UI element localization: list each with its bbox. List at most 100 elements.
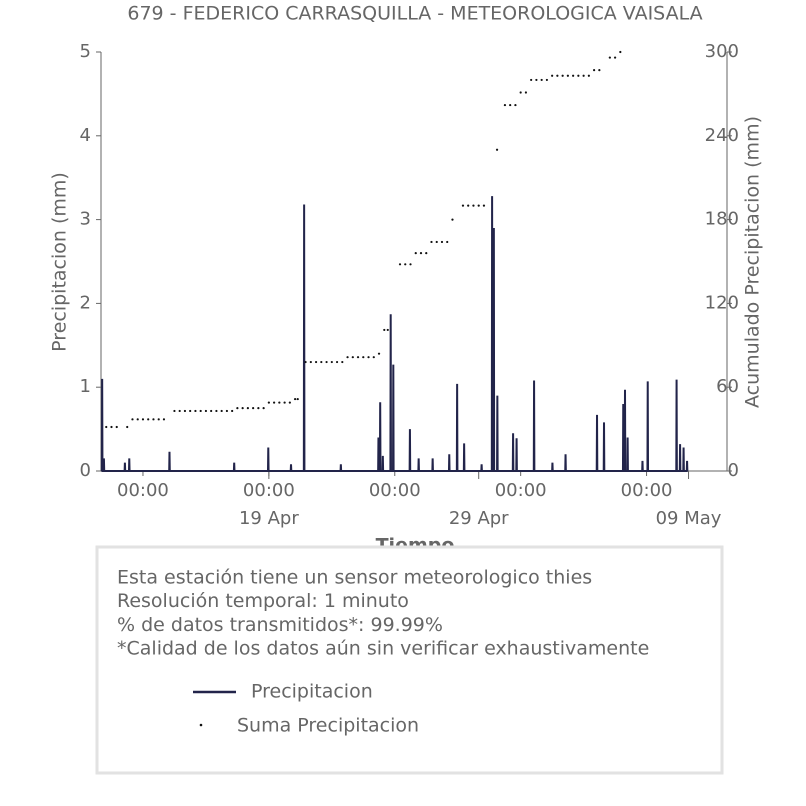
- y2-tick-label: 60: [716, 376, 739, 397]
- x-tick-label: 00:00: [369, 480, 421, 501]
- y2-axis-label: Acumulado Precipitacion (mm): [742, 116, 764, 408]
- cumulative-dot: [503, 103, 507, 107]
- info-box: [95, 545, 724, 775]
- cumulative-dot: [461, 204, 465, 207]
- cumulative-dot: [509, 103, 512, 107]
- cumulative-dot: [320, 360, 323, 364]
- cumulative-dot: [608, 56, 611, 59]
- annotation: Resolución temporal: 1 minuto: [117, 590, 409, 612]
- cumulative-dot: [377, 352, 381, 355]
- cumulative-dot: [335, 360, 339, 364]
- cumulative-dot: [577, 74, 580, 77]
- cumulative-dot: [283, 401, 286, 404]
- chart-title: 679 - FEDERICO CARRASQUILLA - METEOROLOG…: [127, 3, 702, 25]
- cumulative-dot: [440, 240, 444, 244]
- cumulative-dot: [495, 148, 499, 151]
- cumulative-dot: [598, 69, 601, 72]
- cumulative-dot: [231, 409, 234, 413]
- cumulative-dot: [540, 78, 543, 82]
- cumulative-dot: [535, 78, 538, 82]
- x-date-label: 09 May: [656, 508, 722, 529]
- legend-label: Suma Precipitacion: [237, 715, 419, 737]
- y-tick-label: 0: [80, 460, 91, 481]
- cumulative-dot: [246, 407, 249, 410]
- y-axis-label: Precipitacion (mm): [49, 172, 71, 352]
- cumulative-dot: [425, 252, 428, 255]
- cumulative-dot: [519, 91, 522, 94]
- cumulative-dot: [199, 409, 202, 413]
- cumulative-dot: [482, 204, 486, 207]
- cumulative-dot: [173, 409, 176, 413]
- annotation: *Calidad de los datos aún sin verificar …: [117, 638, 649, 660]
- cumulative-dot: [141, 418, 145, 421]
- cumulative-dot: [210, 409, 213, 413]
- cumulative-dot: [325, 360, 328, 364]
- cumulative-dot: [296, 397, 299, 401]
- cumulative-dot: [131, 418, 134, 421]
- precipitation-line: [100, 196, 689, 472]
- cumulative-dot: [367, 356, 370, 359]
- y-tick-label: 2: [80, 292, 91, 313]
- cumulative-dot: [194, 409, 197, 413]
- cumulative-dot: [262, 407, 265, 410]
- cumulative-dot: [451, 218, 454, 221]
- cumulative-dot: [446, 240, 449, 244]
- cumulative-dot: [430, 240, 433, 244]
- cumulative-dot: [147, 418, 150, 421]
- cumulative-dot: [593, 69, 596, 72]
- cumulative-dot: [435, 240, 438, 244]
- y2-tick-label: 240: [705, 125, 739, 146]
- x-tick-label: 00:00: [495, 480, 547, 501]
- cumulative-dot: [162, 418, 166, 421]
- cumulative-dot: [304, 360, 307, 364]
- x-date-label: 29 Apr: [449, 508, 509, 529]
- cumulative-dot: [362, 356, 365, 359]
- cumulative-dot: [110, 425, 113, 429]
- cumulative-dot: [561, 74, 564, 77]
- annotation: Esta estación tiene un sensor meteorolog…: [117, 567, 592, 589]
- y-tick-label: 1: [80, 376, 91, 397]
- cumulative-dot: [152, 418, 155, 421]
- cumulative-dot: [566, 74, 569, 77]
- cumulative-dot: [587, 74, 590, 77]
- cumulative-dot: [351, 356, 354, 359]
- cumulative-dot: [514, 103, 517, 107]
- cumulative-dot: [220, 409, 223, 413]
- cumulative-dot: [157, 418, 160, 421]
- y-tick-label: 4: [80, 125, 91, 146]
- legend-label: Precipitacion: [251, 681, 373, 703]
- cumulative-dot: [524, 91, 528, 94]
- cumulative-dot: [467, 204, 470, 207]
- cumulative-dot: [257, 407, 260, 410]
- x-tick-label: 00:00: [117, 480, 169, 501]
- cumulative-dot: [105, 425, 108, 429]
- y2-tick-label: 120: [705, 292, 739, 313]
- cumulative-dot: [241, 407, 244, 410]
- cumulative-dot: [346, 356, 349, 359]
- cumulative-dot: [398, 263, 402, 266]
- cumulative-dot: [356, 356, 360, 359]
- cumulative-dot: [252, 407, 255, 410]
- cumulative-dot: [472, 204, 475, 207]
- cumulative-dot: [556, 74, 559, 77]
- cumulative-dot: [613, 56, 617, 59]
- cumulative-dot: [477, 204, 480, 207]
- x-tick-label: 00:00: [243, 480, 295, 501]
- cumulative-dot: [178, 409, 181, 413]
- cumulative-dot: [409, 263, 412, 266]
- cumulative-dot: [551, 74, 554, 77]
- cumulative-dot: [372, 356, 375, 359]
- cumulative-dot: [225, 409, 228, 413]
- cumulative-dot: [341, 360, 344, 364]
- cumulative-dot: [115, 425, 118, 429]
- cumulative-dot: [288, 401, 291, 404]
- cumulative-dot: [215, 409, 218, 413]
- cumulative-dot: [309, 360, 312, 364]
- x-date-label: 19 Apr: [239, 508, 299, 529]
- cumulative-dot: [330, 360, 333, 364]
- cumulative-dot: [530, 78, 533, 82]
- cumulative-dot: [183, 409, 187, 413]
- cumulative-dot: [582, 74, 585, 77]
- cumulative-dot: [273, 401, 276, 404]
